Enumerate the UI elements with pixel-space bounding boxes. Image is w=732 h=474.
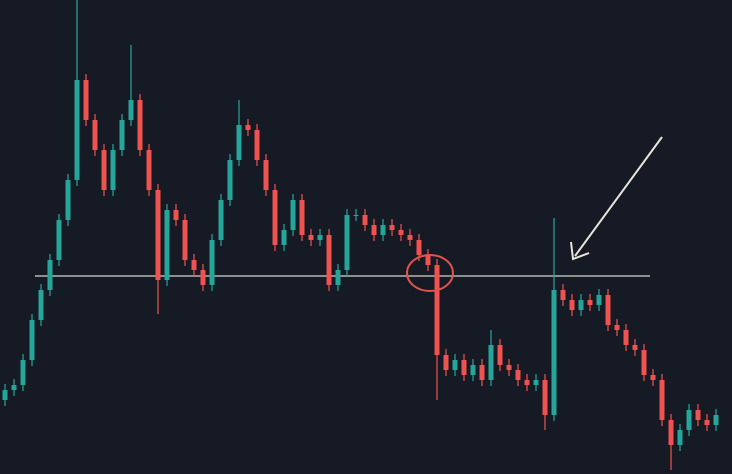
- candle-body: [407, 235, 413, 240]
- candle-body: [290, 200, 296, 230]
- candle-body: [497, 345, 503, 365]
- candle-body: [632, 345, 638, 350]
- candle-body: [137, 100, 143, 150]
- candle-body: [182, 220, 188, 260]
- candle-body: [173, 210, 179, 220]
- candle-body: [506, 365, 512, 370]
- candle-body: [380, 225, 386, 235]
- candle-body: [254, 130, 260, 160]
- candle-body: [2, 390, 8, 400]
- candle-body: [470, 365, 476, 375]
- candle-body: [263, 160, 269, 190]
- candle-body: [452, 360, 458, 370]
- candle-body: [596, 295, 602, 305]
- candle-body: [713, 415, 719, 425]
- candle-body: [389, 225, 395, 230]
- candle-body: [614, 325, 620, 330]
- candle-body: [272, 190, 278, 245]
- candle-body: [344, 215, 350, 270]
- candle-body: [92, 120, 98, 150]
- candle-body: [524, 380, 530, 385]
- candle-body: [29, 320, 35, 360]
- candle-body: [308, 235, 314, 240]
- candle-body: [371, 225, 377, 235]
- candle-body: [659, 380, 665, 420]
- candle-body: [560, 290, 566, 300]
- candle-body: [578, 300, 584, 310]
- candle-body: [245, 125, 251, 130]
- candle-body: [209, 240, 215, 285]
- candle-body: [686, 410, 692, 430]
- highlight-circle: [406, 254, 454, 292]
- candle-body: [164, 210, 170, 280]
- candle-body: [641, 350, 647, 375]
- candle-body: [551, 290, 557, 415]
- candle-body: [443, 355, 449, 370]
- candle-body: [650, 375, 656, 380]
- candle-body: [128, 100, 134, 120]
- candle-body: [317, 235, 323, 240]
- candle-body: [65, 180, 71, 220]
- candle-body: [20, 360, 26, 385]
- candle-body: [281, 230, 287, 245]
- annotations: [406, 136, 663, 292]
- candle-body: [605, 295, 611, 325]
- candle-body: [677, 430, 683, 445]
- candle-body: [695, 410, 701, 420]
- candle-body: [533, 380, 539, 385]
- candle-body: [74, 80, 80, 180]
- candle-body: [353, 215, 359, 216]
- candle-body: [83, 80, 89, 120]
- candle-body: [479, 365, 485, 380]
- candle-body: [461, 360, 467, 375]
- candle-body: [587, 300, 593, 305]
- arrow-head: [570, 241, 590, 261]
- candle-body: [335, 270, 341, 285]
- candle-body: [299, 200, 305, 235]
- candle-body: [191, 260, 197, 270]
- candle-body: [119, 120, 125, 150]
- candle-body: [668, 420, 674, 445]
- candle-body: [56, 220, 62, 260]
- candle-body: [488, 345, 494, 380]
- candle-body: [11, 385, 17, 390]
- candle-body: [425, 255, 431, 265]
- candle-body: [146, 150, 152, 190]
- candle-body: [569, 300, 575, 310]
- candle-body: [155, 190, 161, 280]
- candle-body: [326, 235, 332, 285]
- candle-body: [362, 215, 368, 225]
- candle-body: [38, 290, 44, 320]
- candles: [2, 0, 719, 470]
- candle-body: [416, 240, 422, 255]
- candle-body: [515, 370, 521, 380]
- candle-body: [218, 200, 224, 240]
- candle-body: [47, 260, 53, 290]
- candle-body: [434, 265, 440, 355]
- candle-body: [623, 330, 629, 345]
- arrow-shaft: [574, 136, 663, 257]
- candle-body: [542, 380, 548, 415]
- candle-body: [110, 150, 116, 190]
- candle-body: [704, 420, 710, 425]
- candle-body: [200, 270, 206, 285]
- candle-body: [101, 150, 107, 190]
- candle-body: [398, 230, 404, 235]
- candle-body: [236, 125, 242, 160]
- candle-body: [227, 160, 233, 200]
